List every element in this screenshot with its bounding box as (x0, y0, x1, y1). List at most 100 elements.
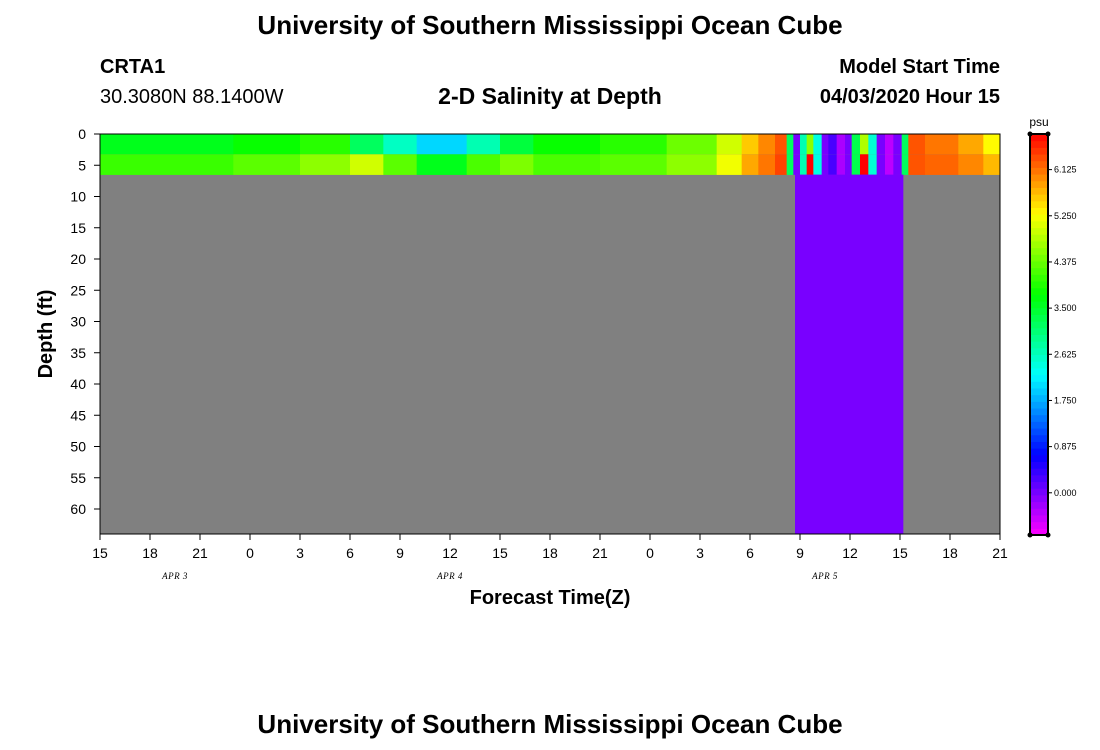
salinity-cell (786, 134, 794, 155)
salinity-cell (350, 154, 384, 175)
salinity-cell (416, 134, 468, 155)
salinity-cell (666, 154, 718, 175)
x-tick-label: 3 (296, 545, 304, 561)
model-start-value: 04/03/2020 Hour 15 (819, 86, 1000, 108)
salinity-cell (533, 134, 601, 155)
colorbar: 0.000 0.875 1.750 2.625 3.500 4.375 5.250 6.125… (1027, 115, 1077, 538)
colorbar-segment (1030, 381, 1048, 389)
salinity-cell (845, 134, 853, 155)
colorbar-segment (1030, 474, 1048, 483)
colorbar-segment (1030, 134, 1048, 142)
colorbar-segment (1030, 374, 1048, 382)
colorbar-segment (1030, 354, 1048, 362)
colorbar-segment (1030, 521, 1048, 529)
salinity-cell (800, 134, 808, 155)
x-tick-label: 21 (192, 545, 208, 561)
colorbar-segment (1030, 481, 1048, 489)
x-tick-label: 21 (592, 545, 608, 561)
plot-area (100, 134, 1001, 534)
colorbar-segment (1030, 154, 1048, 162)
x-tick-label: 18 (942, 545, 958, 561)
y-tick-label: 35 (70, 345, 86, 361)
colorbar-segment (1030, 301, 1048, 309)
colorbar-segment (1030, 421, 1048, 429)
salinity-cell (821, 154, 829, 175)
plot-title: 2-D Salinity at Depth (438, 83, 662, 109)
salinity-cell (836, 154, 846, 175)
salinity-cell (600, 154, 668, 175)
y-tick-label: 15 (70, 220, 86, 236)
model-start-label: Model Start Time (839, 56, 1000, 78)
colorbar-segment (1030, 167, 1048, 175)
colorbar-segment (1030, 314, 1048, 322)
colorbar-segment (1030, 227, 1048, 235)
salinity-cell (958, 134, 984, 155)
colorbar-segment (1030, 461, 1048, 469)
colorbar-tick-label: 1.750 (1054, 395, 1077, 405)
x-tick-label: 12 (442, 545, 458, 561)
bottom-title: University of Southern Mississippi Ocean… (257, 709, 843, 739)
colorbar-segment (1030, 334, 1048, 342)
x-tick-label: 3 (696, 545, 704, 561)
x-tick-label: 6 (746, 545, 754, 561)
colorbar-segment (1030, 207, 1048, 215)
colorbar-segment (1030, 254, 1048, 262)
salinity-cell (793, 134, 801, 155)
colorbar-end-dot (1045, 131, 1051, 137)
salinity-cell (828, 134, 838, 155)
salinity-cell (416, 154, 468, 175)
salinity-cell (466, 134, 501, 155)
salinity-cell (828, 154, 838, 175)
salinity-cell (775, 154, 788, 175)
colorbar-unit: psu (1029, 115, 1048, 129)
salinity-cell (868, 154, 878, 175)
salinity-cell (876, 134, 886, 155)
colorbar-segment (1030, 514, 1048, 523)
colorbar-segment (1030, 174, 1048, 182)
colorbar-segment (1030, 488, 1048, 496)
top-title: University of Southern Mississippi Ocean… (257, 10, 843, 40)
x-tick-label: 18 (542, 545, 558, 561)
salinity-cell (908, 134, 926, 155)
salinity-cell (793, 154, 801, 175)
salinity-cell (806, 154, 814, 175)
colorbar-segment (1030, 307, 1048, 315)
colorbar-segment (1030, 387, 1048, 396)
salinity-cell (741, 154, 759, 175)
colorbar-segment (1030, 240, 1048, 249)
salinity-cell (786, 154, 794, 175)
salinity-cell (600, 134, 668, 155)
colorbar-segment (1030, 187, 1048, 195)
salinity-cell (901, 134, 909, 155)
salinity-cell (893, 154, 903, 175)
x-tick-label: 15 (92, 545, 108, 561)
colorbar-segment (1030, 160, 1048, 168)
salinity-cell (666, 134, 718, 155)
salinity-cell (758, 134, 776, 155)
colorbar-end-dot (1027, 532, 1033, 538)
colorbar-segment (1030, 294, 1048, 302)
y-tick-label: 0 (78, 126, 86, 142)
colorbar-segment (1030, 434, 1048, 442)
salinity-cell (860, 154, 869, 175)
colorbar-segment (1030, 408, 1048, 416)
colorbar-segment (1030, 347, 1048, 356)
colorbar-segment (1030, 234, 1048, 242)
salinity-cell (233, 134, 301, 155)
salinity-cell (901, 154, 909, 175)
y-tick-label: 40 (70, 376, 86, 392)
salinity-cell (908, 154, 926, 175)
colorbar-segment (1030, 220, 1048, 229)
date-label: APR 5 (811, 571, 838, 581)
salinity-cell (821, 134, 829, 155)
colorbar-segment (1030, 508, 1048, 516)
salinity-cell (851, 134, 861, 155)
salinity-cell (533, 154, 601, 175)
salinity-cell (836, 134, 846, 155)
y-tick-label: 10 (70, 189, 86, 205)
salinity-cell (813, 154, 823, 175)
colorbar-tick-label: 3.500 (1054, 303, 1077, 313)
colorbar-segment (1030, 200, 1048, 209)
